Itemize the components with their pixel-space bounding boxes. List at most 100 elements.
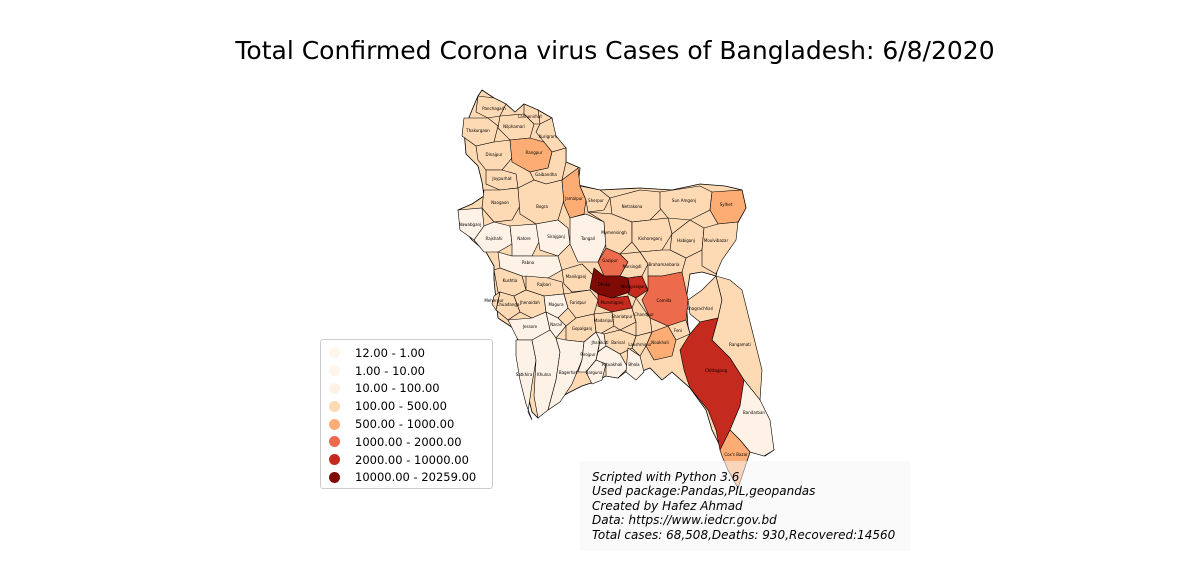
district-label: Kushtia: [503, 278, 518, 283]
district-meherpur: [491, 291, 501, 311]
district-label: Sun Amgonj: [672, 198, 696, 203]
district-label: Dinajpur: [485, 152, 502, 157]
info-line: Created by Hafez Ahmad: [592, 498, 743, 513]
district-label: Tangail: [580, 236, 595, 241]
district-khagrachhari: [687, 275, 723, 323]
district-label: Barisal: [611, 340, 625, 345]
legend-label: 1.00 - 10.00: [355, 363, 425, 378]
district-label: Bhola: [628, 362, 640, 367]
district-bandarban: [729, 379, 775, 457]
district-label: Manikganj: [566, 274, 587, 279]
district-kishoreganj: [631, 217, 673, 253]
legend-label: 10.00 - 100.00: [355, 381, 440, 396]
map-legend: 12.00 - 1.00 1.00 - 10.00 10.00 - 100.00 10…: [320, 339, 493, 489]
district-label: Moulvibazar: [704, 238, 729, 243]
district-label: Gaibandha: [535, 172, 557, 177]
district-naogaon: [481, 187, 521, 223]
district-label: Khulna: [537, 372, 551, 377]
legend-label: 500.00 - 1000.00: [355, 417, 455, 432]
legend-swatch: [329, 347, 340, 359]
district-label: Khagrachhari: [687, 306, 714, 311]
legend-swatch: [329, 365, 340, 377]
district-label: Rangpur: [526, 150, 543, 155]
district-label: Rajbari: [537, 282, 551, 287]
district-bogra: [517, 179, 565, 225]
district-label: Narayanganj: [621, 284, 647, 289]
district-label: Nilphamari: [503, 124, 525, 129]
district-label: Pirojpur: [580, 352, 596, 357]
legend-label: 10000.00 - 20259.00: [355, 470, 477, 485]
district-label: Madaripur: [594, 318, 615, 323]
legend-item: 10.00 - 100.00: [329, 380, 492, 398]
district-jamalpur: [561, 167, 587, 219]
district-label: Sylhet: [720, 202, 733, 207]
district-label: Netrakona: [622, 204, 643, 209]
info-line: Total cases: 68,508,Deaths: 930,Recovere…: [592, 527, 896, 542]
map-title: Total Confirmed Corona virus Cases of Ba…: [235, 36, 995, 65]
legend-swatch: [329, 382, 340, 394]
legend-label: 12.00 - 1.00: [355, 345, 425, 360]
legend-item: 12.00 - 1.00: [329, 344, 492, 362]
legend-item: 2000.00 - 10000.00: [329, 451, 492, 469]
district-label: Brahamanbaria: [649, 262, 680, 267]
district-label: Comilla: [657, 298, 672, 303]
district-label: Thakurgaon: [465, 128, 490, 133]
legend-item: 100.00 - 500.00: [329, 397, 492, 415]
district-label: Narail: [550, 322, 562, 327]
district-label: Faridpur: [570, 300, 587, 305]
district-label: Joypurhat: [491, 176, 512, 181]
district-lalmonirhat: [523, 103, 541, 125]
district-label: Cox's Bazar: [724, 452, 748, 457]
district-barguna: [585, 359, 607, 385]
legend-swatch: [329, 436, 340, 448]
district-mymensingh: [587, 211, 633, 255]
legend-label: 100.00 - 500.00: [355, 399, 447, 414]
district-label: Bogra: [536, 204, 548, 209]
district-moulvibazar: [701, 221, 739, 275]
info-box: Scripted with Python 3.6 Used package:Pan…: [580, 461, 910, 551]
legend-item: 500.00 - 1000.00: [329, 415, 492, 433]
district-label: Jamalpur: [564, 196, 583, 201]
district-patuakhali: [595, 345, 629, 379]
district-label: Sirajganj: [547, 234, 565, 239]
district-narail: [545, 311, 567, 339]
district-label: Feni: [674, 328, 682, 333]
legend-label: 1000.00 - 2000.00: [355, 434, 462, 449]
legend-swatch: [329, 400, 340, 412]
district-label: Pabna: [522, 260, 535, 265]
district-label: Mymensingh: [601, 230, 627, 235]
district-label: Chuadanga: [497, 302, 520, 307]
district-label: Panchagarh: [482, 106, 506, 111]
district-tangail: [569, 213, 607, 263]
info-line: Data: https://www.iedcr.gov.bd: [592, 513, 777, 528]
district-bagerhat: [547, 337, 585, 411]
district-label: Dhaka: [598, 282, 611, 287]
legend-label: 2000.00 - 10000.00: [355, 452, 469, 467]
district-shariatpur: [611, 307, 637, 331]
district-label: Jessore: [522, 324, 538, 329]
district-label: Gazipur: [602, 258, 618, 263]
district-label: Rangamati: [729, 342, 751, 347]
legend-item: 1000.00 - 2000.00: [329, 433, 492, 451]
district-label: Habiganj: [677, 238, 695, 243]
district-label: Bagerhat: [559, 370, 578, 375]
legend-swatch: [329, 418, 340, 430]
district-label: Natore: [517, 236, 531, 241]
legend-item: 10000.00 - 20259.00: [329, 469, 492, 487]
district-sun-amgonj: [659, 185, 713, 221]
district-label: Narsingdi: [622, 264, 641, 269]
district-label: Meherpur: [484, 298, 504, 303]
district-label: Chittagong: [705, 368, 728, 373]
district-label: Munshiganj: [601, 300, 624, 305]
district-magura: [543, 293, 569, 319]
district-label: Bandarban: [743, 410, 765, 415]
district-madaripur: [593, 311, 615, 335]
district-dinajpur: [475, 139, 513, 171]
district-label: Noakhali: [651, 340, 668, 345]
district-label: Chandpur: [634, 312, 654, 317]
district-label: Satkhira: [516, 372, 533, 377]
district-label: Naogaon: [491, 200, 509, 205]
district-bhola: [625, 347, 645, 381]
district-sylhet: [709, 189, 747, 225]
